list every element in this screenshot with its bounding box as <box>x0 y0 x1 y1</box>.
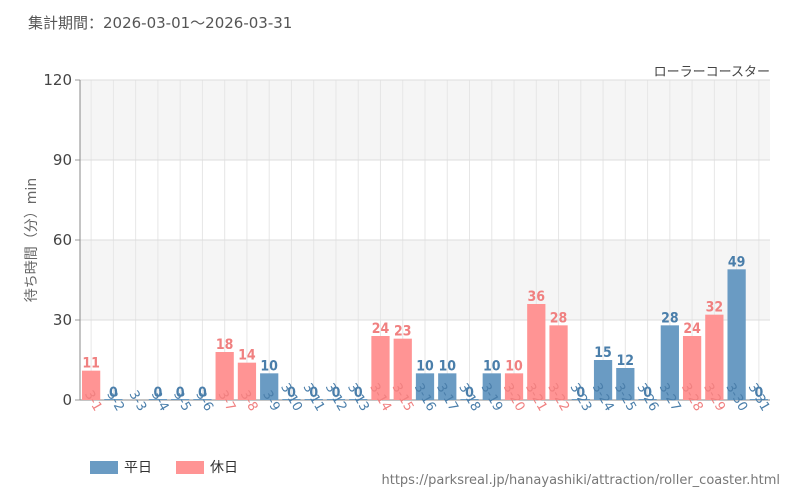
legend-item-weekday[interactable]: 平日 <box>90 457 152 477</box>
y-tick-label: 0 <box>62 391 72 409</box>
y-tick-label: 60 <box>53 231 72 249</box>
bar[interactable] <box>527 304 546 400</box>
bar-value-label: 49 <box>728 254 746 270</box>
legend-item-holiday[interactable]: 休日 <box>176 457 238 477</box>
bar-value-label: 24 <box>683 321 701 337</box>
bar[interactable] <box>193 399 212 400</box>
bar[interactable] <box>148 399 168 400</box>
bar-value-label: 10 <box>260 358 278 374</box>
y-tick-label: 30 <box>53 311 72 329</box>
legend-label-holiday: 休日 <box>210 460 238 476</box>
legend-swatch-weekday <box>90 460 118 474</box>
bar[interactable] <box>260 373 279 400</box>
bar-value-label: 32 <box>706 300 724 316</box>
bar-value-label: 0 <box>309 385 318 401</box>
bar[interactable] <box>326 399 346 400</box>
bar[interactable] <box>616 368 635 400</box>
legend-swatch-holiday <box>176 460 204 474</box>
legend-label-weekday: 平日 <box>124 460 152 476</box>
bar[interactable] <box>549 325 568 400</box>
bar[interactable] <box>660 325 679 400</box>
bar[interactable] <box>371 336 390 400</box>
bar[interactable] <box>438 373 457 400</box>
bar-value-label: 10 <box>438 358 456 374</box>
bar[interactable] <box>504 373 524 400</box>
bar[interactable] <box>104 399 123 400</box>
bar-value-label: 28 <box>661 310 679 326</box>
bar[interactable] <box>460 399 479 400</box>
bar[interactable] <box>638 399 657 400</box>
bar-value-label: 11 <box>82 356 100 372</box>
bar[interactable] <box>349 399 368 400</box>
source-url: https://parksreal.jp/hanayashiki/attract… <box>381 473 781 488</box>
bar[interactable] <box>593 360 613 400</box>
period-label: 集計期間：2026-03-01～2026-03-31 <box>28 14 293 32</box>
bar-value-label: 0 <box>198 385 207 401</box>
bar[interactable] <box>727 269 746 400</box>
bar[interactable] <box>415 373 435 400</box>
chart-title: ローラーコースター <box>653 65 770 80</box>
legend: 平日 休日 <box>90 457 262 477</box>
bar-value-label: 14 <box>238 348 256 364</box>
bar-value-label: 0 <box>354 385 363 401</box>
bar-value-label: 36 <box>528 289 546 305</box>
bar-value-label: 23 <box>394 324 412 340</box>
y-tick-label: 90 <box>53 151 72 169</box>
bar[interactable] <box>393 338 412 400</box>
bar-value-label: 0 <box>754 385 763 401</box>
bar-value-label: 10 <box>416 358 434 374</box>
y-tick-label: 120 <box>43 71 72 89</box>
bar[interactable] <box>571 399 590 400</box>
bar-value-label: 28 <box>550 310 568 326</box>
bar[interactable] <box>705 314 724 400</box>
bar[interactable] <box>482 373 501 400</box>
bar-value-label: 0 <box>465 385 474 401</box>
bar-value-label: 10 <box>483 358 501 374</box>
bar-value-label: 10 <box>505 358 523 374</box>
bar[interactable] <box>215 352 234 400</box>
bar[interactable] <box>282 399 301 400</box>
bar-value-label: 0 <box>176 385 185 401</box>
bar-value-label: 0 <box>332 385 341 401</box>
bar[interactable] <box>682 336 702 400</box>
bar[interactable] <box>304 399 323 400</box>
bar[interactable] <box>82 370 101 400</box>
bar[interactable] <box>171 399 190 400</box>
bar-value-label: 12 <box>617 353 635 369</box>
bar[interactable] <box>237 362 257 400</box>
bar-value-label: 0 <box>287 385 296 401</box>
bar-value-label: 18 <box>216 337 234 353</box>
bar[interactable] <box>749 399 768 400</box>
bar-value-label: 0 <box>109 385 118 401</box>
bar-value-label: 24 <box>372 321 390 337</box>
bar-value-label: 0 <box>576 385 585 401</box>
bar-value-label: 15 <box>594 345 612 361</box>
bar-value-label: 0 <box>154 385 163 401</box>
bar-value-label: 0 <box>643 385 652 401</box>
